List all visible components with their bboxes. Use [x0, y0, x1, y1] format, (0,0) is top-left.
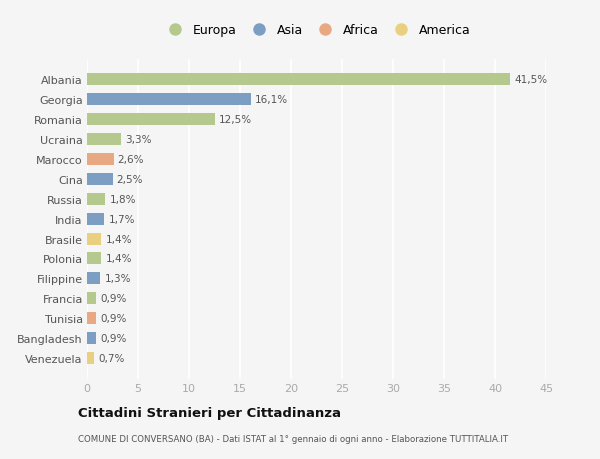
Text: 1,8%: 1,8%	[109, 194, 136, 204]
Bar	[87, 193, 106, 205]
Text: 0,7%: 0,7%	[98, 353, 125, 363]
Text: 3,3%: 3,3%	[125, 135, 151, 145]
Text: 0,9%: 0,9%	[100, 313, 127, 324]
Text: 1,3%: 1,3%	[104, 274, 131, 284]
Text: 16,1%: 16,1%	[256, 95, 289, 105]
Text: Cittadini Stranieri per Cittadinanza: Cittadini Stranieri per Cittadinanza	[78, 406, 341, 419]
Text: 1,7%: 1,7%	[109, 214, 135, 224]
Text: 0,9%: 0,9%	[100, 294, 127, 303]
Text: 2,5%: 2,5%	[116, 174, 143, 185]
Text: 1,4%: 1,4%	[106, 234, 132, 244]
Bar	[87, 134, 121, 146]
Text: 41,5%: 41,5%	[514, 75, 548, 85]
Bar	[87, 313, 96, 325]
Text: 1,4%: 1,4%	[106, 254, 132, 264]
Bar	[87, 352, 94, 364]
Text: 0,9%: 0,9%	[100, 333, 127, 343]
Text: COMUNE DI CONVERSANO (BA) - Dati ISTAT al 1° gennaio di ogni anno - Elaborazione: COMUNE DI CONVERSANO (BA) - Dati ISTAT a…	[78, 434, 508, 443]
Bar	[87, 332, 96, 344]
Bar	[87, 154, 113, 166]
Text: 2,6%: 2,6%	[118, 155, 144, 165]
Text: 12,5%: 12,5%	[218, 115, 252, 125]
Bar	[87, 94, 251, 106]
Bar	[87, 233, 101, 245]
Bar	[87, 293, 96, 305]
Bar	[87, 213, 104, 225]
Bar	[87, 114, 215, 126]
Bar	[87, 253, 101, 265]
Bar	[87, 174, 113, 185]
Legend: Europa, Asia, Africa, America: Europa, Asia, Africa, America	[163, 24, 470, 37]
Bar	[87, 273, 100, 285]
Bar	[87, 74, 511, 86]
